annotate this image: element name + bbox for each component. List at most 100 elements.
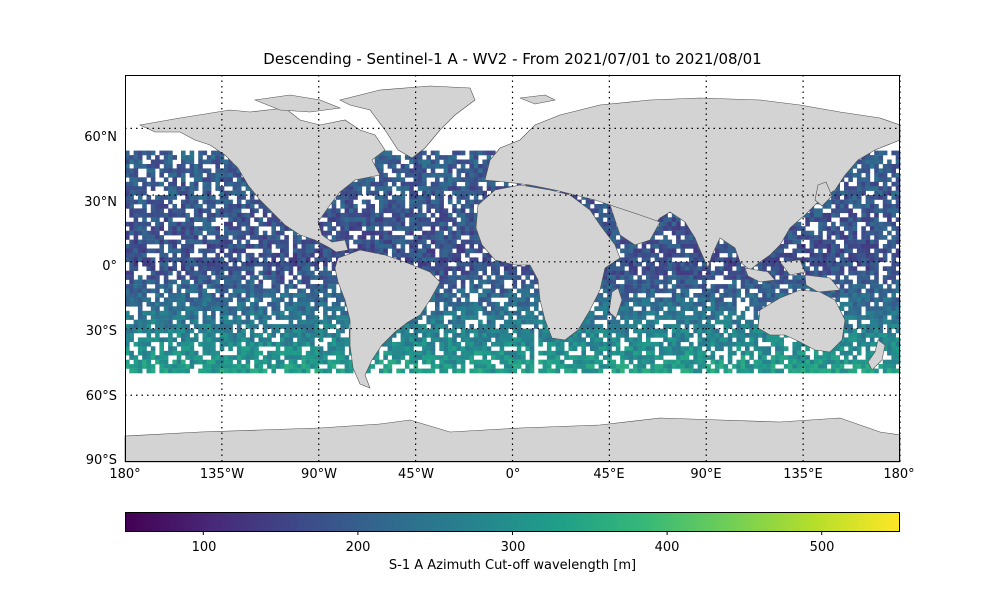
data-cell	[232, 235, 238, 240]
data-cell	[366, 226, 371, 231]
data-cell	[736, 288, 741, 294]
data-cell	[430, 212, 436, 218]
data-cell	[641, 244, 647, 249]
data-cell	[288, 306, 294, 311]
data-cell	[129, 293, 134, 298]
data-cell	[714, 284, 720, 289]
data-cell	[417, 150, 423, 156]
data-cell	[831, 252, 836, 258]
data-cell	[865, 270, 871, 276]
data-cell	[447, 177, 453, 182]
data-cell	[486, 293, 492, 298]
data-cell	[232, 284, 238, 289]
data-cell	[469, 172, 474, 178]
data-cell	[206, 284, 212, 289]
data-cell	[676, 252, 681, 258]
data-cell	[861, 181, 866, 187]
data-cell	[357, 177, 363, 182]
data-cell	[697, 252, 703, 258]
data-cell	[202, 181, 208, 187]
data-cell	[310, 293, 315, 298]
data-cell	[895, 226, 901, 231]
data-cell	[534, 306, 539, 311]
data-cell	[684, 270, 690, 276]
data-cell	[189, 226, 195, 231]
data-cell	[775, 293, 780, 298]
data-cell	[284, 239, 289, 245]
data-cell	[486, 261, 492, 267]
data-cell	[400, 199, 406, 205]
data-cell	[663, 270, 668, 276]
data-cell	[310, 248, 315, 254]
data-cell	[839, 270, 845, 276]
data-cell	[206, 226, 212, 231]
data-cell	[125, 301, 130, 307]
data-cell	[465, 261, 470, 267]
data-cell	[443, 226, 449, 231]
data-cell	[882, 266, 888, 271]
data-cell	[400, 217, 406, 222]
data-cell	[163, 177, 169, 182]
data-cell	[150, 181, 156, 187]
data-cell	[615, 257, 621, 263]
data-cell	[839, 217, 845, 222]
data-cell	[865, 297, 871, 303]
data-cell	[486, 252, 492, 258]
data-cell	[185, 297, 190, 303]
data-cell	[185, 270, 190, 276]
data-cell	[844, 199, 849, 205]
data-cell	[874, 186, 879, 191]
data-cell	[723, 293, 729, 298]
data-cell	[267, 266, 272, 271]
data-cell	[146, 261, 152, 267]
data-cell	[193, 306, 199, 311]
data-cell	[882, 293, 888, 298]
data-cell	[133, 221, 139, 227]
data-cell	[379, 199, 384, 205]
data-cell	[801, 275, 806, 280]
data-cell	[693, 248, 698, 254]
data-cell	[357, 212, 363, 218]
data-cell	[452, 230, 457, 236]
data-cell	[706, 288, 711, 294]
data-cell	[852, 217, 858, 222]
data-cell	[826, 261, 832, 267]
data-cell	[417, 252, 423, 258]
data-cell	[637, 279, 642, 285]
data-cell	[155, 208, 160, 214]
data-cell	[891, 226, 896, 231]
data-cell	[891, 150, 896, 156]
data-cell	[366, 217, 371, 222]
data-cell	[129, 252, 134, 258]
data-cell	[344, 235, 350, 240]
data-cell	[460, 279, 466, 285]
data-cell	[895, 230, 901, 236]
data-cell	[646, 288, 651, 294]
data-cell	[129, 204, 134, 209]
data-cell	[654, 288, 660, 294]
data-cell	[129, 177, 134, 182]
data-cell	[215, 159, 220, 165]
data-cell	[228, 172, 233, 178]
data-cell	[159, 301, 164, 307]
data-cell	[869, 226, 875, 231]
data-cell	[181, 199, 186, 205]
data-cell	[348, 226, 354, 231]
data-cell	[142, 235, 147, 240]
data-cell	[357, 239, 363, 245]
data-cell	[452, 159, 457, 165]
data-cell	[615, 239, 621, 245]
data-cell	[348, 204, 354, 209]
data-cell	[400, 195, 406, 200]
data-cell	[292, 248, 298, 254]
data-cell	[155, 239, 160, 245]
data-cell	[379, 155, 384, 160]
data-cell	[663, 248, 668, 254]
data-cell	[882, 244, 888, 249]
data-cell	[874, 164, 879, 169]
data-cell	[667, 226, 673, 231]
data-cell	[155, 199, 160, 205]
data-cell	[667, 221, 673, 227]
data-cell	[241, 190, 246, 196]
data-cell	[271, 217, 276, 222]
